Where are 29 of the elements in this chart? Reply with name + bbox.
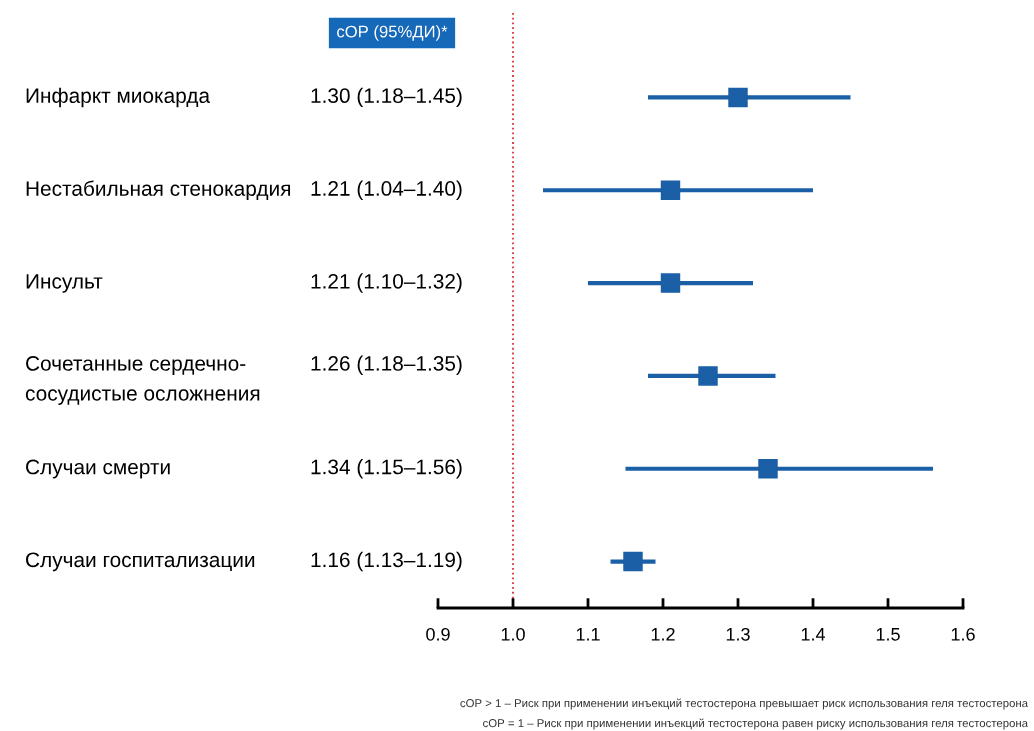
x-tick-label: 1.6 — [951, 627, 975, 641]
y-tick-label: Нестабильная стенокардия — [26, 180, 290, 201]
x-tick-label: 1.3 — [726, 627, 750, 641]
y-tick-label: Случаи смерти — [26, 459, 170, 479]
annotation: сОР (95%ДИ)* — [337, 25, 448, 41]
point — [758, 459, 778, 479]
x-tick-label: 1.2 — [651, 627, 675, 641]
y-tick-label: Инфаркт миокарда — [26, 87, 211, 108]
point — [660, 180, 681, 200]
text: сОР > 1 – Риск при применении инъекций тестостерона превышает риск использования геля тестостерона — [460, 698, 1029, 710]
y-tick-label: Случаи госпитализации — [26, 552, 255, 572]
data-label: 1.26 (1.18–1.35) — [311, 355, 462, 375]
y-tick-label: Инсульт — [26, 274, 103, 293]
point — [660, 273, 681, 293]
data-label: 1.16 (1.13–1.19) — [311, 551, 462, 572]
x-tick-label: 1.0 — [501, 627, 525, 641]
text: сОР = 1 – Риск при применении инъекций тестостерона равен риску использования геля тестостерона — [483, 718, 1029, 730]
data-label: 1.21 (1.10–1.32) — [311, 273, 462, 293]
x-tick-label: 1.5 — [876, 628, 900, 641]
point — [698, 366, 718, 386]
x-tick-label: 1.4 — [801, 628, 826, 641]
point — [623, 551, 643, 572]
y-tick-label: Сочетанные сердечно- сосудистые осложнения — [25, 356, 260, 405]
data-label: 1.30 (1.18–1.45) — [311, 87, 462, 108]
point — [728, 87, 748, 108]
data-label: 1.21 (1.04–1.40) — [311, 180, 462, 200]
x-tick-label: 0.9 — [426, 627, 450, 641]
x-tick-label: 1.1 — [576, 628, 600, 641]
data-label: 1.34 (1.15–1.56) — [311, 459, 462, 479]
